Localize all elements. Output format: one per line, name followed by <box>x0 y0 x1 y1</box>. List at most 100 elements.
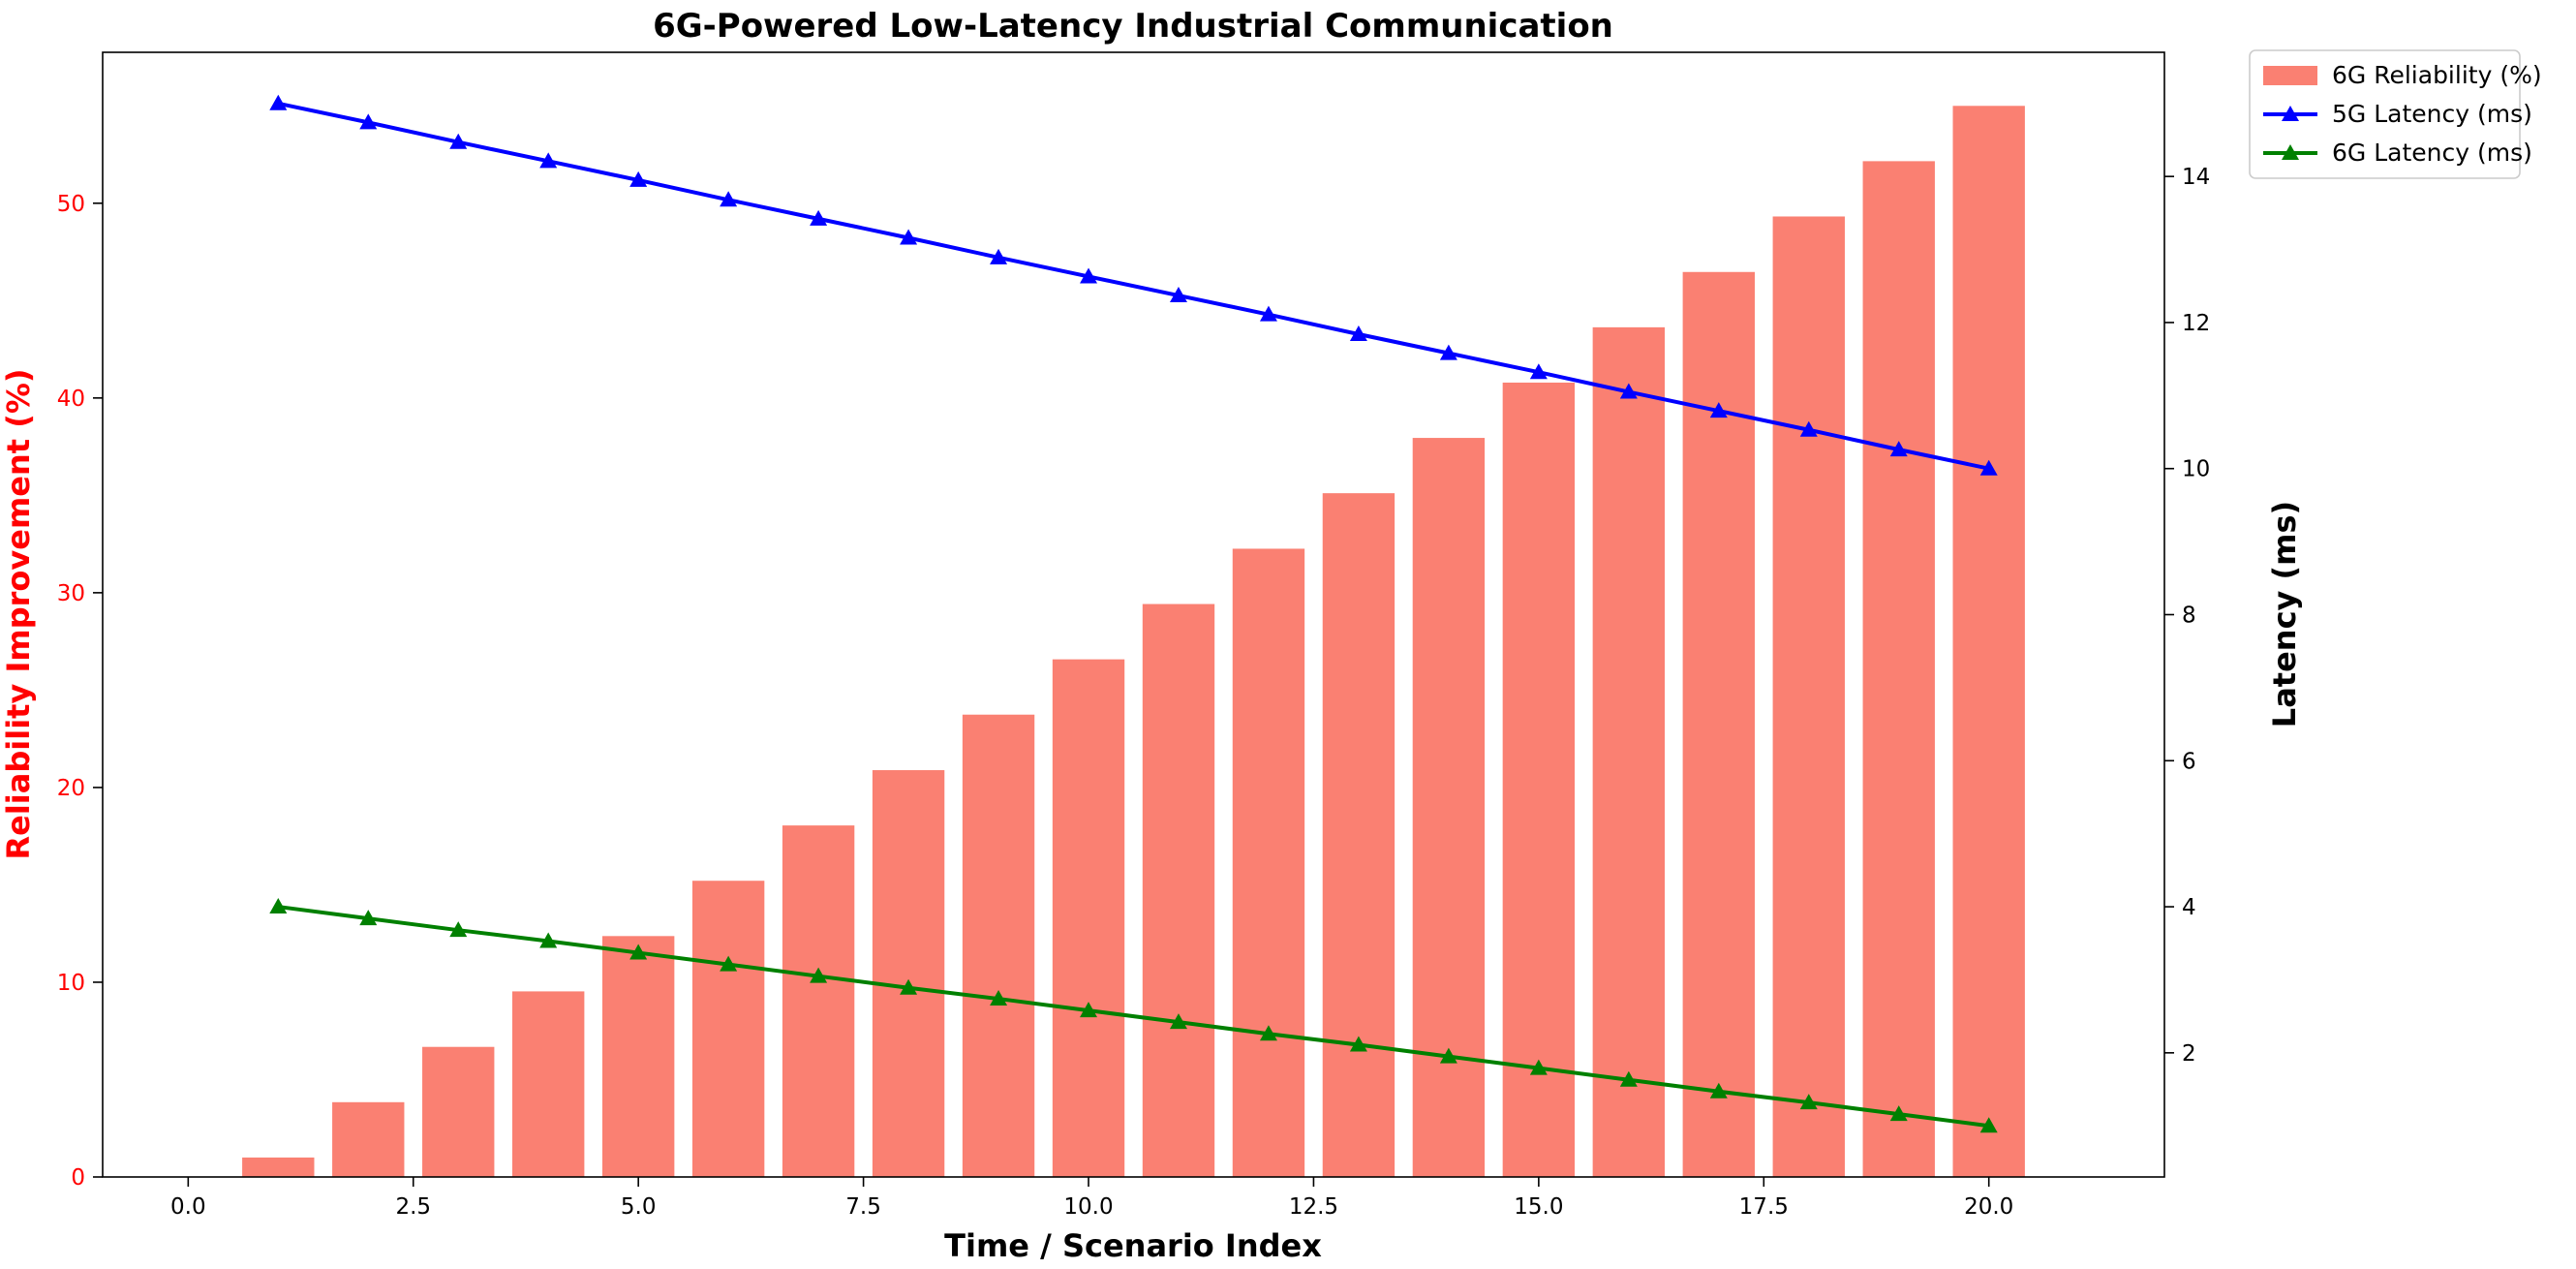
marker-6g-latency-18 <box>1799 1094 1818 1110</box>
y-left-axis-label: Reliability Improvement (%) <box>0 368 37 859</box>
marker-6g-latency-7 <box>810 967 828 983</box>
bar-reliability-5 <box>601 936 675 1177</box>
x-tick-label: 20.0 <box>1964 1194 2013 1220</box>
x-axis-label: Time / Scenario Index <box>944 1227 1322 1264</box>
marker-5g-latency-20 <box>1979 459 1998 476</box>
marker-6g-latency-1 <box>269 898 288 914</box>
marker-5g-latency-18 <box>1799 420 1818 437</box>
marker-5g-latency-2 <box>359 113 378 130</box>
marker-6g-latency-13 <box>1349 1036 1367 1052</box>
marker-5g-latency-7 <box>810 209 828 226</box>
y-right-tick-label: 6 <box>2182 749 2196 774</box>
marker-5g-latency-14 <box>1439 344 1457 360</box>
legend-marker-5g <box>2282 106 2299 121</box>
marker-6g-latency-5 <box>629 944 648 960</box>
bar-reliability-4 <box>512 991 585 1177</box>
y-left-tick-label: 40 <box>57 387 85 412</box>
bar-reliability-11 <box>1142 604 1215 1177</box>
legend-label-6g-latency: 6G Latency (ms) <box>2332 139 2532 167</box>
y-right-tick-label: 8 <box>2182 604 2196 629</box>
legend-swatch-bar <box>2263 66 2317 85</box>
legend-marker-6g <box>2282 144 2299 160</box>
bar-reliability-14 <box>1412 438 1486 1177</box>
y-left-tick-label: 20 <box>57 776 85 801</box>
legend: 6G Reliability (%) 5G Latency (ms) 6G La… <box>2249 49 2542 179</box>
marker-6g-latency-15 <box>1529 1059 1548 1075</box>
marker-5g-latency-11 <box>1169 287 1187 303</box>
y-left-tick-label: 0 <box>71 1165 85 1191</box>
marker-5g-latency-16 <box>1619 383 1638 399</box>
bar-reliability-16 <box>1592 326 1666 1177</box>
marker-5g-latency-13 <box>1349 325 1367 341</box>
marker-6g-latency-6 <box>720 955 738 972</box>
lines-layer <box>269 94 1998 1133</box>
marker-6g-latency-4 <box>539 932 558 948</box>
bar-reliability-10 <box>1052 659 1125 1177</box>
bar-reliability-18 <box>1772 216 1845 1178</box>
line-6g-latency <box>278 905 1989 1129</box>
marker-6g-latency-10 <box>1080 1002 1098 1018</box>
marker-5g-latency-6 <box>720 191 738 207</box>
marker-6g-latency-3 <box>449 921 468 938</box>
legend-entry-6g-reliability: 6G Reliability (%) <box>2263 61 2542 89</box>
bar-reliability-19 <box>1862 161 1935 1177</box>
y-left-tick-label: 10 <box>57 971 85 996</box>
marker-6g-latency-14 <box>1439 1047 1457 1064</box>
marker-5g-latency-12 <box>1259 305 1277 322</box>
bar-reliability-1 <box>242 1157 315 1177</box>
bar-reliability-7 <box>782 825 855 1177</box>
marker-6g-latency-16 <box>1619 1070 1638 1087</box>
y-right-tick-label: 10 <box>2182 457 2210 482</box>
marker-6g-latency-2 <box>359 910 378 926</box>
marker-5g-latency-1 <box>269 94 288 110</box>
bar-reliability-15 <box>1502 382 1576 1178</box>
legend-entry-5g-latency: 5G Latency (ms) <box>2263 100 2532 128</box>
plot-frame <box>102 51 2165 1178</box>
y-left-tick-label: 30 <box>57 581 85 606</box>
x-tick-label: 5.0 <box>621 1194 657 1220</box>
bar-reliability-9 <box>962 714 1035 1177</box>
x-axis: 0.0 2.5 5.0 7.5 10.0 12.5 15.0 17.5 20.0 <box>170 1177 2013 1220</box>
x-tick-label: 15.0 <box>1514 1194 1563 1220</box>
chart-title: 6G-Powered Low-Latency Industrial Commun… <box>653 7 1613 46</box>
bar-reliability-6 <box>691 881 765 1177</box>
y-right-tick-label: 4 <box>2182 895 2196 920</box>
y-right-tick-label: 2 <box>2182 1041 2196 1067</box>
legend-label-5g-latency: 5G Latency (ms) <box>2332 100 2532 128</box>
y-right-tick-label: 12 <box>2182 311 2210 336</box>
marker-5g-latency-8 <box>900 229 918 245</box>
x-tick-label: 10.0 <box>1063 1194 1113 1220</box>
y-right-axis: 2 4 6 8 10 12 14 <box>2164 165 2210 1067</box>
y-left-tick-label: 50 <box>57 192 85 217</box>
x-tick-label: 0.0 <box>170 1194 206 1220</box>
legend-entry-6g-latency: 6G Latency (ms) <box>2263 139 2532 167</box>
marker-6g-latency-19 <box>1889 1105 1908 1122</box>
marker-5g-latency-4 <box>539 152 558 169</box>
marker-6g-latency-12 <box>1259 1025 1277 1041</box>
bar-reliability-20 <box>1952 106 2025 1177</box>
marker-5g-latency-19 <box>1889 441 1908 457</box>
bar-reliability-17 <box>1682 271 1755 1177</box>
marker-6g-latency-8 <box>900 978 918 995</box>
bar-reliability-3 <box>422 1046 495 1177</box>
y-right-tick-label: 14 <box>2182 165 2210 190</box>
marker-5g-latency-3 <box>449 133 468 149</box>
y-left-axis: 0 10 20 30 40 50 <box>57 192 103 1191</box>
x-tick-label: 17.5 <box>1739 1194 1789 1220</box>
legend-label-6g-reliability: 6G Reliability (%) <box>2332 61 2542 89</box>
bar-reliability-12 <box>1232 548 1305 1177</box>
marker-5g-latency-17 <box>1709 402 1728 418</box>
marker-6g-latency-17 <box>1709 1082 1728 1099</box>
x-tick-label: 12.5 <box>1289 1194 1338 1220</box>
marker-5g-latency-9 <box>990 248 1008 264</box>
bar-reliability-13 <box>1322 493 1395 1177</box>
x-tick-label: 7.5 <box>845 1194 881 1220</box>
y-right-axis-label: Latency (ms) <box>2266 501 2303 727</box>
marker-6g-latency-20 <box>1979 1117 1998 1133</box>
bar-reliability-2 <box>332 1101 405 1177</box>
marker-6g-latency-9 <box>990 990 1008 1006</box>
marker-6g-latency-11 <box>1169 1013 1187 1030</box>
x-tick-label: 2.5 <box>395 1194 431 1220</box>
bars-layer <box>242 106 2025 1178</box>
